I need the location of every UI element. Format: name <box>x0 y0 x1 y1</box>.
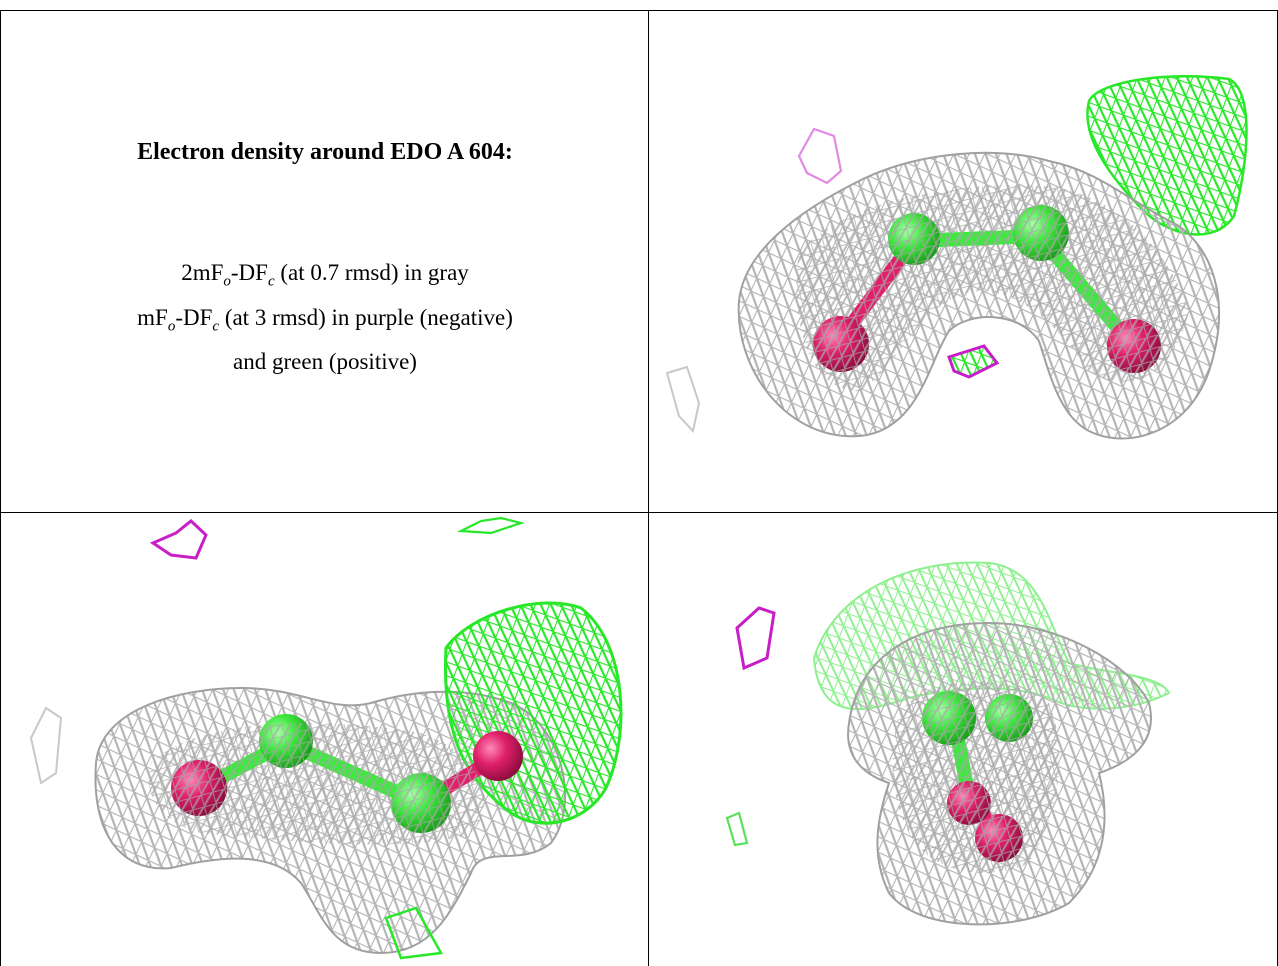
caption-panel: Electron density around EDO A 604: 2mFo-… <box>1 11 648 512</box>
table-border-top <box>0 10 1278 11</box>
negative-density-blob <box>797 127 843 185</box>
gray-fragment <box>665 365 701 434</box>
density-view-3 <box>649 513 1277 966</box>
gray-fragment <box>29 706 63 785</box>
density-view-2 <box>1 513 648 966</box>
map-legend: 2mFo-DFc (at 0.7 rmsd) in gray mFo-DFc (… <box>9 255 641 380</box>
density-view-1-image <box>665 74 1248 440</box>
positive-density-blob <box>1086 74 1248 236</box>
table-border-row <box>0 512 1278 513</box>
table-border-left <box>0 10 1 966</box>
figure-title: Electron density around EDO A 604: <box>137 139 513 165</box>
legend-line-fofc: mFo-DFc (at 3 rmsd) in purple (negative) <box>137 304 513 335</box>
oxygen-atom <box>473 731 523 781</box>
density-view-1 <box>649 11 1277 512</box>
legend-line-positive: and green (positive) <box>233 349 417 375</box>
legend-line-2fofc: 2mFo-DFc (at 0.7 rmsd) in gray <box>181 260 469 290</box>
positive-density-blob <box>384 906 443 960</box>
positive-density-blob <box>456 516 525 535</box>
table-border-middle <box>648 10 649 966</box>
density-view-2-image <box>29 516 623 960</box>
negative-density-blob <box>149 519 208 560</box>
density-view-3-image <box>725 561 1171 926</box>
negative-density-blob <box>947 344 1000 379</box>
positive-density-blob <box>725 811 749 847</box>
negative-density-blob <box>735 606 776 671</box>
